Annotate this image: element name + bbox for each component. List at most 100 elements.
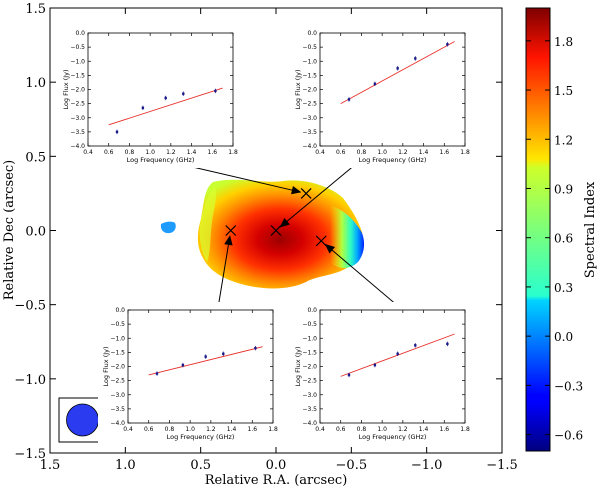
- arrow-line: [325, 244, 406, 313]
- inset-x-tick-label: 1.0: [377, 426, 387, 433]
- inset-x-tick-label: 1.2: [398, 426, 408, 433]
- inset-y-tick-label: 0.0: [115, 307, 125, 314]
- inset-x-tick-label: 0.6: [336, 426, 346, 433]
- inset-y-tick-label: 0.0: [75, 30, 85, 37]
- colorbar-tick-label: 1.8: [554, 35, 573, 49]
- colorbar-tick-label: 0.9: [554, 182, 573, 196]
- inset-y-tick-label: −0.5: [110, 321, 125, 328]
- fit-line: [340, 41, 455, 105]
- inset-x-tick-label: 1.8: [460, 149, 470, 156]
- inset-y-tick-label: −1.5: [302, 349, 317, 356]
- inset-x-tick-label: 1.2: [206, 426, 216, 433]
- y-tick-label: 1.5: [25, 2, 46, 17]
- inset-y-tick-label: −3.0: [70, 115, 85, 122]
- colorbar-tick-label: 1.5: [554, 84, 573, 98]
- arrow-head: [279, 217, 290, 228]
- data-point: [254, 346, 257, 350]
- inset-y-tick-label: −3.0: [302, 115, 317, 122]
- inset-x-tick-label: 1.6: [440, 149, 450, 156]
- data-point: [373, 82, 377, 86]
- data-point: [164, 96, 167, 100]
- inset-y-tick-label: −1.5: [302, 72, 317, 79]
- y-tick-label: −1.0: [14, 373, 46, 388]
- data-point: [347, 373, 351, 377]
- data-point: [222, 352, 225, 355]
- component-markers: [225, 187, 327, 247]
- inset-x-tick-label: 0.4: [83, 149, 93, 156]
- main-axis-ticks: 1.5 1.0 0.5 0.0 −0.5 −1.0 −1.51.51.00.50.0−0.5…: [14, 2, 517, 473]
- data-point: [446, 43, 449, 46]
- x-tick-label: −1.5: [486, 458, 518, 473]
- colorbar-tick-label: −0.6: [554, 429, 583, 443]
- colorbar-tick-label: 0.3: [554, 281, 573, 295]
- data-point: [414, 57, 417, 60]
- data-point: [446, 342, 449, 346]
- x-tick-label: 0.0: [266, 458, 287, 473]
- inset-x-tick-label: 1.0: [185, 426, 195, 433]
- data-point: [373, 363, 377, 367]
- inset-x-tick-label: 1.6: [440, 426, 450, 433]
- inset-y-tick-label: −1.0: [302, 335, 317, 342]
- data-point: [155, 372, 159, 375]
- inset-x-tick-label: 1.0: [145, 149, 155, 156]
- inset-y-tick-label: −4.0: [302, 143, 317, 150]
- inset-y-tick-label: −1.5: [70, 72, 85, 79]
- data-point: [347, 98, 351, 101]
- data-point: [214, 89, 217, 93]
- inset-y-tick-label: −2.0: [110, 364, 125, 371]
- inset-y-tick-label: −4.0: [110, 420, 125, 427]
- fit-line: [148, 346, 263, 376]
- inset-x-tick-label: 0.8: [357, 426, 367, 433]
- inset-y-tick-label: −2.0: [302, 87, 317, 94]
- inset-bottom-left: 0.4 0.6 0.8 1.0 1.2 1.4 1.6 1.8 0.0 −0.5 −1.0 −1.5 −…: [98, 302, 283, 445]
- x-tick-label: 0.5: [190, 458, 211, 473]
- data-point: [396, 67, 399, 70]
- inset-y-tick-label: −3.5: [70, 129, 85, 136]
- inset-x-tick-label: 0.8: [357, 149, 367, 156]
- inset-x-label: Log Frequency (GHz): [167, 433, 235, 441]
- x-axis-label: Relative R.A. (arcsec): [205, 473, 348, 488]
- inset-x-tick-label: 1.4: [419, 426, 429, 433]
- inset-x-tick-label: 0.6: [144, 426, 154, 433]
- inset-y-tick-label: −3.5: [302, 129, 317, 136]
- marker-core: [270, 225, 282, 236]
- inset-x-label: Log Frequency (GHz): [359, 156, 427, 164]
- inset-y-tick-label: −4.0: [70, 143, 85, 150]
- inset-x-tick-label: 0.4: [315, 149, 325, 156]
- inset-background: [290, 302, 475, 445]
- inset-x-tick-label: 1.4: [187, 149, 197, 156]
- inset-x-tick-label: 1.2: [166, 149, 176, 156]
- y-tick-label: 1.0: [25, 76, 46, 91]
- data-point: [396, 352, 399, 355]
- inset-y-tick-label: −1.0: [302, 58, 317, 65]
- inset-x-tick-label: 1.4: [419, 149, 429, 156]
- colorbar-tick-label: −0.3: [554, 379, 583, 393]
- inset-x-tick-label: 1.8: [228, 149, 238, 156]
- y-tick-label: −1.5: [14, 447, 46, 462]
- inset-y-tick-label: −2.5: [110, 378, 125, 385]
- inset-x-tick-label: 1.6: [208, 149, 218, 156]
- inset-plots: 0.4 0.6 0.8 1.0 1.2 1.4 1.6 1.8 0.0 −0.5 −1.0 −1.5 −…: [58, 25, 475, 445]
- beam-ellipse: [66, 403, 99, 437]
- marker-upper-left-component: [300, 187, 312, 199]
- y-axis-label: Relative Dec (arcsec): [2, 160, 17, 301]
- x-tick-label: −0.5: [336, 458, 368, 473]
- inset-y-tick-label: 0.0: [307, 307, 317, 314]
- inset-y-tick-label: −1.0: [70, 58, 85, 65]
- inset-x-tick-label: 1.0: [377, 149, 387, 156]
- inset-x-tick-label: 0.6: [104, 149, 114, 156]
- y-tick-label: −0.5: [14, 299, 46, 314]
- inset-y-label: Log Flux (Jy): [102, 346, 110, 386]
- data-point: [115, 130, 119, 134]
- x-tick-label: 1.0: [115, 458, 136, 473]
- inset-y-tick-label: −1.5: [110, 349, 125, 356]
- fit-line: [108, 87, 223, 126]
- marker-west-component: [225, 225, 237, 236]
- inset-y-tick-label: 0.0: [307, 30, 317, 37]
- inset-y-tick-label: −3.0: [110, 392, 125, 399]
- western-knot: [160, 221, 176, 234]
- inset-y-label: Log Flux (Jy): [62, 69, 70, 109]
- inset-y-tick-label: −0.5: [302, 44, 317, 51]
- inset-y-tick-label: −2.0: [302, 364, 317, 371]
- colorbar-tick-label: 0.6: [554, 232, 573, 246]
